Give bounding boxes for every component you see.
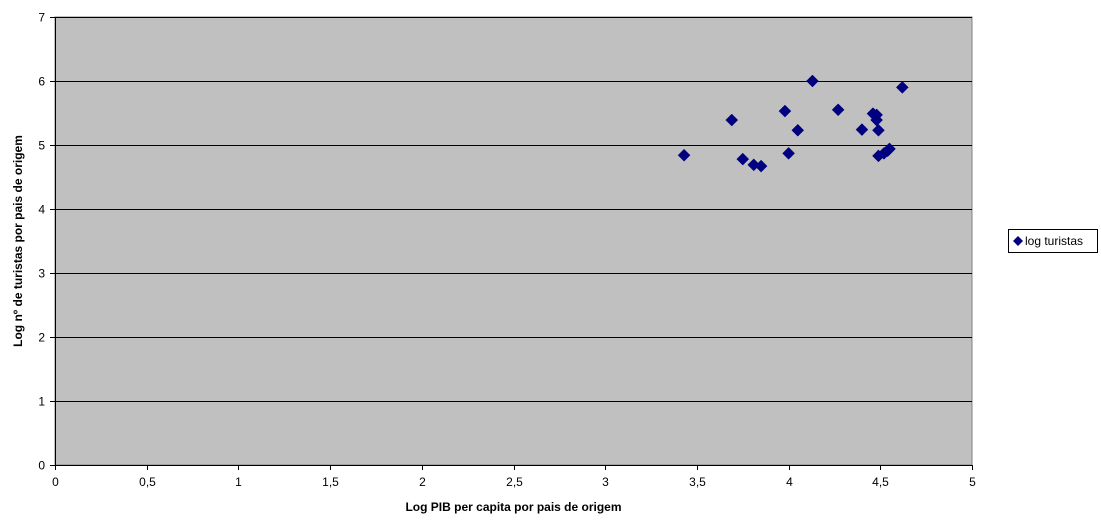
legend-label: log turistas (1025, 234, 1083, 248)
data-point (895, 81, 909, 94)
data-point (736, 152, 750, 166)
y-tick-label: 5 (38, 139, 45, 153)
data-point (782, 146, 795, 160)
data-point (725, 113, 739, 127)
data-points (677, 74, 909, 173)
x-tick-label: 2 (419, 475, 426, 489)
x-axis-ticks: 0 0,5 1 1,5 2 2,5 3 3,5 4 4,5 5 (52, 465, 976, 489)
x-tick-label: 5 (969, 475, 976, 489)
gridlines (55, 17, 972, 402)
data-point (754, 159, 768, 173)
y-tick-label: 6 (38, 75, 45, 89)
data-point (872, 123, 885, 137)
y-tick-label: 0 (38, 459, 45, 473)
legend: log turistas (1008, 229, 1098, 253)
x-tick-label: 4 (786, 475, 793, 489)
x-tick-label: 3,5 (689, 475, 706, 489)
y-tick-label: 4 (38, 203, 45, 217)
data-point (831, 103, 845, 117)
data-point (806, 74, 819, 88)
axes (55, 17, 972, 466)
y-axis-title: Log nº de turistas por pais de origem (11, 135, 25, 347)
y-tick-label: 2 (38, 331, 45, 345)
x-axis-title: Log PIB per capita por pais de origem (405, 500, 621, 514)
data-point (883, 142, 896, 156)
x-tick-label: 2,5 (506, 475, 523, 489)
plot-area (54, 16, 973, 466)
x-tick-label: 1,5 (322, 475, 339, 489)
x-tick-label: 0,5 (139, 475, 156, 489)
y-tick-label: 7 (38, 11, 45, 25)
x-tick-label: 3 (602, 475, 609, 489)
data-point (855, 123, 869, 136)
legend-marker-diamond (1013, 236, 1023, 246)
data-point (677, 148, 691, 162)
x-tick-label: 1 (235, 475, 242, 489)
data-point (791, 123, 805, 137)
y-axis-ticks: 0 1 2 3 4 5 6 7 (38, 11, 55, 473)
y-tick-label: 1 (38, 395, 45, 409)
x-tick-label: 4,5 (872, 475, 889, 489)
data-point (778, 104, 792, 118)
x-tick-label: 0 (52, 475, 59, 489)
legend-box (1008, 229, 1098, 253)
y-tick-label: 3 (38, 267, 45, 281)
